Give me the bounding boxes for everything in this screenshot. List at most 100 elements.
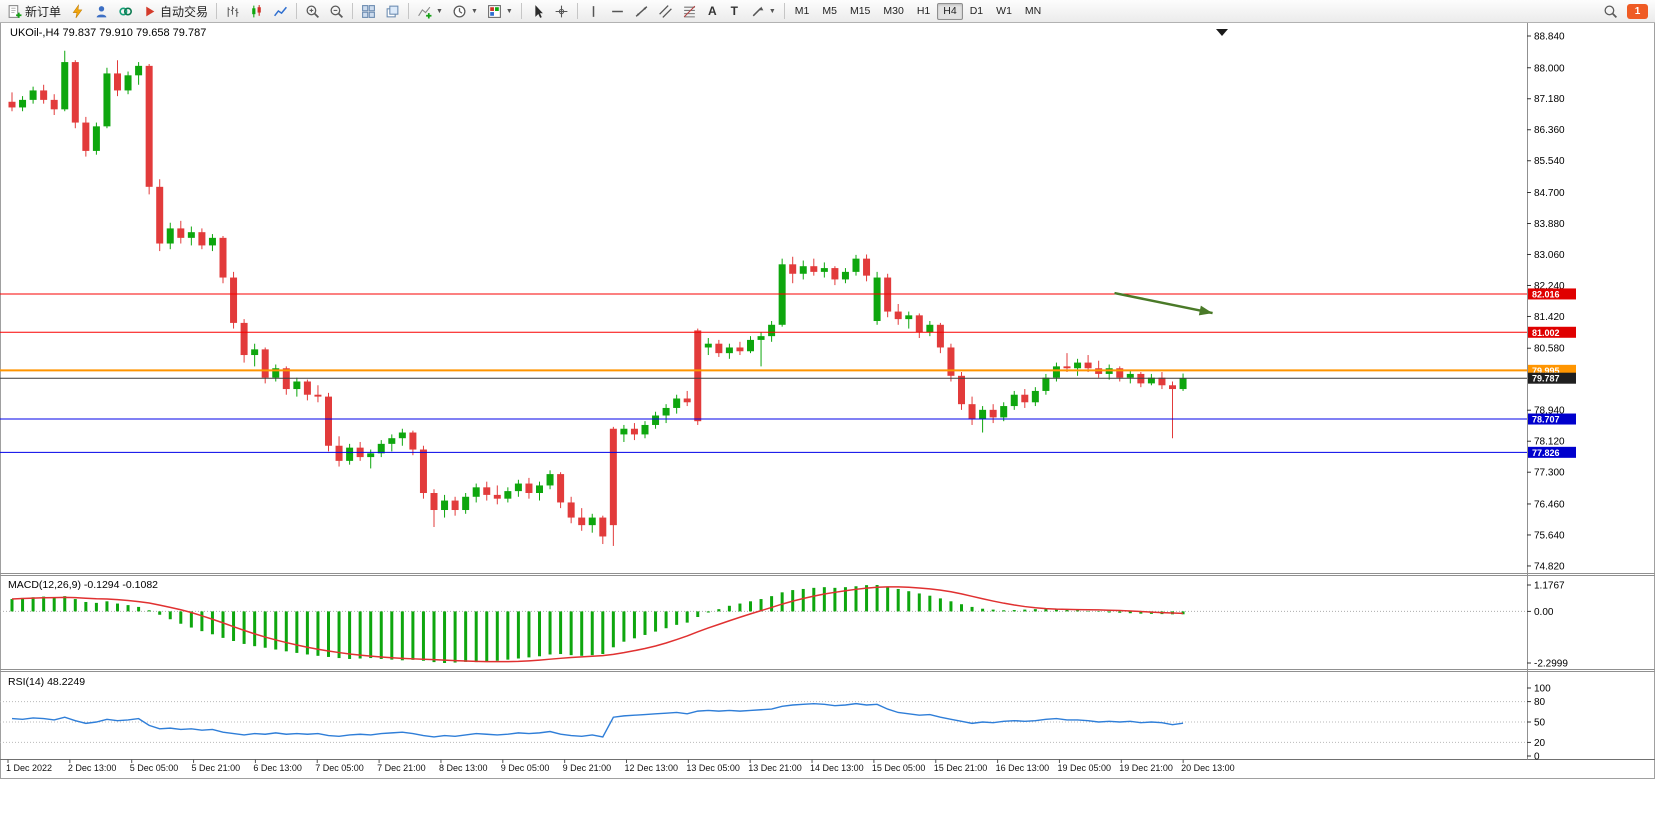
svg-text:0: 0 [1534, 752, 1540, 763]
notification-badge[interactable]: 1 [1627, 3, 1648, 19]
svg-text:82.016: 82.016 [1532, 289, 1560, 299]
svg-text:78.707: 78.707 [1532, 415, 1560, 425]
new-order-button[interactable]: 新订单 [3, 2, 65, 21]
label-tool-button[interactable]: T [724, 2, 745, 21]
vertical-line-tool-button[interactable] [582, 2, 605, 21]
new-order-label: 新订单 [25, 4, 62, 19]
svg-text:20: 20 [1534, 738, 1546, 749]
svg-text:80.580: 80.580 [1534, 344, 1565, 355]
toolbar-separator [520, 3, 522, 19]
svg-text:88.840: 88.840 [1534, 32, 1565, 43]
svg-text:100: 100 [1534, 684, 1551, 695]
text-tool-button[interactable]: A [702, 2, 723, 21]
svg-text:88.000: 88.000 [1534, 63, 1565, 74]
timeframe-group: M1 M5 M15 M30 H1 H4 D1 W1 MN [789, 2, 1047, 20]
svg-text:14 Dec 13:00: 14 Dec 13:00 [810, 763, 864, 773]
line-chart-icon [274, 6, 288, 16]
chart-title: UKOil-,H4 79.837 79.910 79.658 79.787 [10, 27, 207, 39]
channel-icon [658, 4, 672, 18]
horizontal-line-icon [611, 10, 623, 12]
auto-trading-icon [146, 6, 155, 16]
svg-text:80: 80 [1534, 697, 1546, 708]
svg-text:13 Dec 05:00: 13 Dec 05:00 [686, 763, 740, 773]
candlestick-chart-button[interactable] [245, 2, 268, 21]
fibonacci-tool-button[interactable] [678, 2, 701, 21]
shapes-tool-button[interactable]: ▼ [746, 2, 780, 21]
timeframe-M5[interactable]: M5 [816, 3, 843, 20]
chart-canvas[interactable]: 88.840 88.000 87.180 86.360 85.540 84.700 83.8… [0, 22, 1655, 824]
chart-window[interactable]: UKOil-,H4 79.837 79.910 79.658 79.787 MA… [0, 22, 1655, 824]
fibonacci-icon [683, 5, 696, 17]
svg-text:16 Dec 13:00: 16 Dec 13:00 [996, 763, 1050, 773]
cursor-button[interactable] [526, 2, 549, 21]
toolbar-separator [216, 3, 218, 19]
arrow-shape-icon [752, 6, 764, 16]
indicators-icon [418, 6, 432, 18]
toolbar-separator [408, 3, 410, 19]
trendline-tool-button[interactable] [630, 2, 653, 21]
auto-trading-button[interactable]: 自动交易 [138, 2, 212, 21]
svg-text:15 Dec 21:00: 15 Dec 21:00 [934, 763, 988, 773]
timeframe-MN[interactable]: MN [1019, 3, 1047, 20]
cascade-windows-button[interactable] [381, 2, 404, 21]
vertical-line-icon [592, 5, 595, 17]
svg-text:2 Dec 13:00: 2 Dec 13:00 [68, 763, 117, 773]
svg-text:87.180: 87.180 [1534, 94, 1565, 105]
toolbar-separator [352, 3, 354, 19]
connection-button[interactable] [114, 2, 137, 21]
macd-label: MACD(12,26,9) -0.1294 -0.1082 [8, 579, 158, 591]
chevron-down-icon: ▼ [768, 7, 776, 15]
trendline-icon [635, 5, 648, 17]
indicators-button[interactable]: ▼ [413, 2, 447, 21]
chevron-down-icon: ▼ [505, 7, 513, 15]
crosshair-button[interactable] [550, 2, 573, 21]
svg-text:19 Dec 21:00: 19 Dec 21:00 [1119, 763, 1173, 773]
tile-windows-button[interactable] [357, 2, 380, 21]
toolbar-separator [296, 3, 298, 19]
svg-text:20 Dec 13:00: 20 Dec 13:00 [1181, 763, 1235, 773]
timeframe-M1[interactable]: M1 [789, 3, 816, 20]
crosshair-icon [555, 5, 568, 17]
zoom-out-button[interactable] [325, 2, 348, 21]
profile-button[interactable] [90, 2, 113, 21]
template-icon [487, 4, 501, 18]
bar-chart-button[interactable] [221, 2, 244, 21]
svg-text:84.700: 84.700 [1534, 188, 1565, 199]
toolbar: 新订单 自动交易 ▼ ▼ ▼ [0, 0, 1655, 23]
timeframe-M30[interactable]: M30 [877, 3, 909, 20]
svg-text:19 Dec 05:00: 19 Dec 05:00 [1057, 763, 1111, 773]
svg-text:85.540: 85.540 [1534, 156, 1565, 167]
timeframe-H4[interactable]: H4 [937, 2, 963, 20]
svg-text:1 Dec 2022: 1 Dec 2022 [6, 763, 52, 773]
timeframe-H1[interactable]: H1 [911, 3, 936, 20]
horizontal-line-tool-button[interactable] [606, 2, 629, 21]
chevron-down-icon: ▼ [470, 7, 478, 15]
templates-button[interactable]: ▼ [483, 2, 517, 21]
quick-chart-button[interactable] [66, 2, 89, 21]
timeframe-D1[interactable]: D1 [964, 3, 989, 20]
svg-text:75.640: 75.640 [1534, 530, 1565, 541]
person-icon [96, 5, 107, 17]
svg-text:13 Dec 21:00: 13 Dec 21:00 [748, 763, 802, 773]
svg-text:15 Dec 05:00: 15 Dec 05:00 [872, 763, 926, 773]
svg-text:6 Dec 13:00: 6 Dec 13:00 [253, 763, 302, 773]
zoom-out-icon [330, 5, 344, 18]
periods-button[interactable]: ▼ [448, 2, 482, 21]
svg-text:86.360: 86.360 [1534, 125, 1565, 136]
line-chart-button[interactable] [269, 2, 292, 21]
zoom-in-button[interactable] [301, 2, 324, 21]
tile-windows-icon [362, 4, 375, 18]
timeframe-W1[interactable]: W1 [990, 3, 1018, 20]
channel-tool-button[interactable] [654, 2, 677, 21]
svg-text:82.240: 82.240 [1534, 281, 1565, 292]
svg-text:77.300: 77.300 [1534, 468, 1565, 479]
timeframe-M15[interactable]: M15 [844, 3, 876, 20]
search-button[interactable] [1599, 2, 1622, 21]
svg-text:8 Dec 13:00: 8 Dec 13:00 [439, 763, 488, 773]
svg-text:0.00: 0.00 [1534, 607, 1554, 618]
candlestick-icon [252, 4, 261, 17]
svg-text:5 Dec 05:00: 5 Dec 05:00 [130, 763, 179, 773]
svg-text:-2.2999: -2.2999 [1534, 658, 1568, 669]
svg-text:79.787: 79.787 [1532, 374, 1560, 384]
cascade-windows-icon [386, 5, 399, 17]
